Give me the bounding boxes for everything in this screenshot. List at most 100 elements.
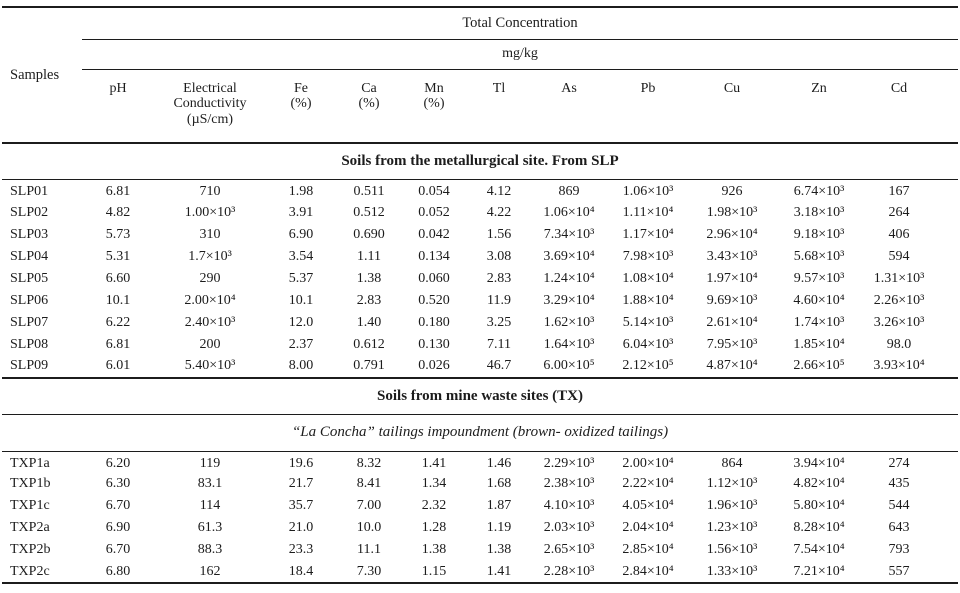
cell-tl: 1.41 — [486, 563, 512, 579]
table-row: SLP05 6.60 290 5.37 1.38 0.060 2.83 1.24… — [2, 268, 958, 290]
column-header-mn: Mn (%) — [402, 69, 466, 144]
cell-tl: 3.25 — [486, 314, 512, 330]
cell-mn: 0.134 — [418, 248, 450, 264]
cell-tl: 1.56 — [486, 226, 512, 242]
cell-as: 2.03×10³ — [543, 520, 595, 535]
cell-as: 3.29×10⁴ — [543, 292, 595, 308]
cell-ph: 10.1 — [105, 292, 131, 308]
cell-ph: 4.82 — [105, 204, 131, 220]
cell-ca: 10.0 — [356, 520, 382, 535]
cell-fe: 19.6 — [288, 455, 314, 471]
column-header-line: (%) — [423, 96, 445, 111]
column-header-line: Cu — [723, 80, 741, 96]
subsection-header-la-concha: “La Concha” tailings impoundment (brown-… — [2, 414, 959, 452]
cell-cu: 7.95×10³ — [706, 336, 758, 352]
cell-ca: 2.83 — [356, 292, 382, 308]
table-row: SLP04 5.31 1.7×10³ 3.54 1.11 0.134 3.08 … — [2, 246, 958, 268]
cell-ca: 1.38 — [356, 270, 382, 286]
column-header-line: As — [561, 80, 577, 96]
cell-as: 869 — [558, 184, 580, 200]
cell-tl: 1.46 — [486, 455, 512, 471]
cell-ca: 11.1 — [357, 542, 381, 557]
cell-ca: 0.512 — [353, 204, 385, 220]
cell-fe: 1.98 — [288, 184, 314, 200]
cell-fe: 3.54 — [288, 248, 314, 264]
column-header-line: Tl — [492, 80, 506, 96]
sample-id-cell: SLP04 — [10, 248, 49, 264]
cell-cu: 2.96×10⁴ — [706, 226, 758, 242]
cell-cd: 643 — [888, 520, 910, 535]
cell-zn: 7.21×10⁴ — [793, 563, 845, 579]
cell-pb: 7.98×10³ — [622, 248, 674, 264]
cell-mn: 0.180 — [418, 314, 450, 330]
column-header-cu: Cu — [690, 69, 774, 144]
cell-fe: 21.7 — [288, 476, 314, 491]
column-header-zn: Zn — [774, 69, 864, 144]
cell-zn: 1.85×10⁴ — [793, 336, 845, 352]
cell-tl: 3.08 — [486, 248, 512, 264]
cell-fe: 2.37 — [288, 336, 314, 352]
cell-ca: 0.612 — [353, 336, 385, 352]
column-header-line: Electrical — [183, 80, 237, 96]
cell-mn: 2.32 — [421, 498, 447, 513]
cell-ph: 6.70 — [105, 498, 131, 513]
cell-ec: 2.00×10⁴ — [184, 292, 236, 308]
cell-ph: 6.70 — [105, 542, 131, 557]
cell-fe: 23.3 — [288, 542, 314, 557]
cell-cu: 1.96×10³ — [706, 498, 758, 513]
column-header-ec: Electrical Conductivity (µS/cm) — [154, 69, 266, 144]
cell-ec: 2.40×10³ — [184, 314, 236, 330]
cell-cu: 1.56×10³ — [706, 542, 758, 557]
table-row: SLP02 4.82 1.00×10³ 3.91 0.512 0.052 4.2… — [2, 202, 958, 224]
cell-ph: 6.81 — [105, 184, 131, 200]
cell-pb: 1.06×10³ — [622, 184, 674, 200]
cell-as: 1.62×10³ — [543, 314, 595, 330]
cell-tl: 2.83 — [486, 270, 512, 286]
sample-id-cell: TXP2b — [10, 542, 51, 557]
cell-pb: 2.04×10⁴ — [622, 520, 674, 535]
cell-ph: 5.73 — [105, 226, 131, 242]
column-header-line: (%) — [290, 96, 312, 111]
cell-ec: 83.1 — [197, 476, 223, 491]
cell-tl: 4.22 — [486, 204, 512, 220]
table-row: TXP2c 6.80 162 18.4 7.30 1.15 1.41 2.28×… — [2, 561, 958, 583]
cell-ec: 1.7×10³ — [188, 248, 232, 264]
sample-id-cell: SLP06 — [10, 292, 49, 308]
table-row: TXP2b 6.70 88.3 23.3 11.1 1.38 1.38 2.65… — [2, 539, 958, 561]
cell-zn: 4.82×10⁴ — [793, 476, 845, 491]
table-row: TXP2a 6.90 61.3 21.0 10.0 1.28 1.19 2.03… — [2, 517, 958, 539]
cell-as: 2.38×10³ — [543, 476, 595, 491]
subsection-title: “La Concha” tailings impoundment (brown-… — [2, 414, 959, 452]
cell-fe: 35.7 — [288, 498, 314, 513]
header-row-unit: mg/kg — [2, 39, 959, 70]
table-row: TXP1c 6.70 114 35.7 7.00 2.32 1.87 4.10×… — [2, 495, 958, 517]
cell-mn: 0.026 — [418, 358, 450, 373]
cell-as: 3.69×10⁴ — [543, 248, 595, 264]
cell-ph: 5.31 — [105, 248, 131, 264]
sample-id-cell: TXP2c — [10, 563, 50, 579]
cell-cd: 98.0 — [886, 336, 912, 352]
table-row: SLP08 6.81 200 2.37 0.612 0.130 7.11 1.6… — [2, 334, 958, 356]
cell-tl: 1.38 — [486, 542, 512, 557]
samples-column-header: Samples — [2, 7, 82, 144]
cell-mn: 1.15 — [421, 563, 447, 579]
cell-mn: 0.520 — [418, 292, 450, 308]
cell-cd: 167 — [888, 184, 910, 200]
cell-ec: 88.3 — [197, 542, 223, 557]
cell-ec: 61.3 — [197, 520, 223, 535]
sample-id-cell: SLP07 — [10, 314, 49, 330]
cell-fe: 3.91 — [288, 204, 314, 220]
cell-mn: 0.052 — [418, 204, 450, 220]
cell-ca: 0.690 — [353, 226, 385, 242]
cell-fe: 21.0 — [288, 520, 314, 535]
column-header-line: Zn — [811, 80, 827, 96]
cell-pb: 2.84×10⁴ — [622, 563, 674, 579]
cell-zn: 2.66×10⁵ — [793, 358, 845, 373]
cell-cu: 2.61×10⁴ — [706, 314, 758, 330]
cell-ec: 290 — [199, 270, 221, 286]
cell-ca: 8.41 — [356, 476, 382, 491]
cell-ec: 119 — [199, 455, 221, 471]
cell-ec: 1.00×10³ — [184, 204, 236, 220]
cell-pb: 2.00×10⁴ — [622, 455, 674, 471]
